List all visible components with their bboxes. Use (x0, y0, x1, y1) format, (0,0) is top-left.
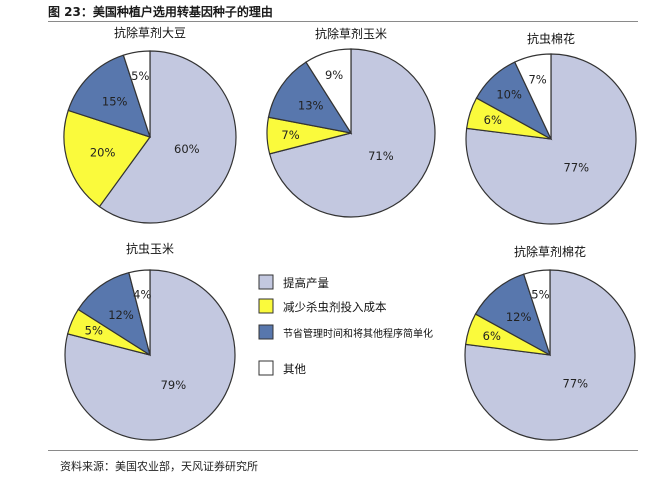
chart-title: 抗虫玉米 (126, 241, 174, 256)
pie-charts: 60%20%15%5%抗除草剂大豆71%7%13%9%抗除草剂玉米77%6%10… (63, 25, 637, 441)
pie-slice (63, 109, 151, 208)
pie-slice (305, 48, 352, 136)
slice-percent-label: 9% (325, 68, 343, 82)
pie-chart-2: 71% 7% 13% 9% 抗除草剂玉米 (266, 26, 436, 218)
figure-title: 图 23：美国种植户选用转基因种子的理由 (48, 5, 273, 19)
pie-slice (267, 61, 353, 134)
legend-swatch (258, 298, 274, 314)
chart-title: 抗除草剂大豆 (114, 25, 186, 40)
slice-percent-label: 5% (531, 288, 549, 302)
slice-percent-label: 71% (368, 149, 394, 163)
legend-item: 减少杀虫剂投入成本 (258, 298, 387, 314)
legend-label: 提高产量 (283, 276, 329, 290)
pie-chart-4: 79% 5% 12% 4% 抗虫玉米 (64, 241, 236, 441)
pie-chart-1: 60% 20% 15%5% 抗除草剂大豆 (63, 25, 237, 224)
pie-slice (64, 269, 236, 441)
slice-percent-label: 5% (85, 324, 103, 338)
pie-slice (514, 53, 552, 140)
slice-percent-label: 77% (563, 377, 589, 391)
pie-slice (77, 271, 151, 357)
pie-slice (122, 50, 151, 138)
legend-label: 减少杀虫剂投入成本 (283, 300, 387, 314)
pie-chart-5: 77% 6% 12% 5% 抗除草剂棉花 (464, 244, 636, 441)
legend-swatch (258, 274, 274, 290)
pie-slice (98, 50, 237, 224)
chart-title: 抗除草剂玉米 (315, 26, 387, 41)
slice-percent-label: 12% (506, 310, 532, 324)
legend-item: 其他 (258, 360, 306, 376)
slice-percent-label: 20% (90, 145, 116, 159)
slice-percent-label: 77% (564, 161, 590, 175)
legend-item: 提高产量 (258, 274, 329, 290)
pie-chart-3: 77% 6% 10% 7% 抗虫棉花 (465, 31, 637, 225)
chart-title: 抗除草剂棉花 (514, 244, 586, 259)
slice-percent-label: 7% (528, 72, 546, 86)
slice-percent-label: 13% (298, 99, 324, 113)
legend-item: 节省管理时间和将其他程序简单化 (258, 324, 433, 340)
chart-title: 抗虫棉花 (527, 31, 575, 46)
slice-percent-label: 15% (102, 95, 128, 109)
slice-percent-label: 6% (483, 329, 501, 343)
slice-percent-label: 6% (484, 113, 502, 127)
legend-swatch (258, 324, 274, 340)
pie-chart-group: 60%20%15%5%抗除草剂大豆71%7%13%9%抗除草剂玉米77%6%10… (63, 25, 637, 441)
legend-label: 节省管理时间和将其他程序简单化 (283, 327, 433, 340)
top-rule (48, 21, 638, 22)
legend-label: 其他 (283, 362, 306, 376)
legend-swatch (258, 360, 274, 376)
slice-percent-label: 60% (174, 142, 200, 156)
bottom-rule (48, 450, 638, 451)
slice-percent-label: 10% (496, 87, 522, 101)
pie-slice (522, 269, 551, 356)
pie-slice (474, 273, 552, 357)
slice-percent-label: 5% (131, 69, 149, 83)
pie-slice (268, 48, 436, 218)
slice-percent-label: 12% (108, 308, 134, 322)
slice-percent-label: 79% (161, 378, 187, 392)
pie-slice (128, 269, 151, 356)
slice-percent-label: 4% (133, 287, 151, 301)
slice-percent-label: 7% (281, 128, 299, 142)
source-note: 资料来源：美国农业部，天风证券研究所 (60, 460, 258, 473)
